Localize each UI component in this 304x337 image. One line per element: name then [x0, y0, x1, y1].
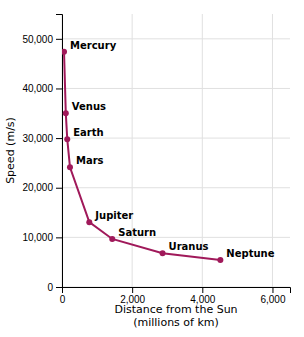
plot-area: 02,0004,0006,000010,00020,00030,00040,00…	[22, 14, 290, 305]
annotation: Saturn	[118, 227, 156, 238]
tick: 6,000	[260, 287, 285, 305]
tick-label: 50,000	[22, 34, 53, 45]
tick: 0	[47, 282, 62, 293]
annotation: Uranus	[169, 241, 209, 252]
annotation: Mars	[76, 155, 104, 166]
tick: 10,000	[22, 232, 62, 243]
point	[63, 110, 69, 116]
x-axis-title: Distance from the Sun(millions of km)	[114, 303, 237, 329]
point	[109, 236, 115, 242]
point	[86, 219, 92, 225]
tick-label: 30,000	[22, 133, 53, 144]
tick-label: 20,000	[22, 182, 53, 193]
tick-mark	[56, 237, 62, 238]
line	[64, 52, 220, 260]
annotation: Mercury	[70, 40, 117, 51]
tick-mark	[56, 287, 62, 288]
point	[217, 257, 223, 263]
tick-label: 0	[47, 282, 53, 293]
chart: 02,0004,0006,000010,00020,00030,00040,00…	[0, 0, 304, 337]
grid	[62, 14, 290, 287]
tick: 50,000	[22, 34, 62, 45]
tick-mark	[56, 138, 62, 139]
tick-mark	[132, 287, 133, 293]
point	[64, 136, 70, 142]
tick-label: 10,000	[22, 232, 53, 243]
tick: 30,000	[22, 133, 62, 144]
grid-line	[132, 14, 133, 287]
grid-line	[272, 14, 273, 287]
tick: 40,000	[22, 83, 62, 94]
axis-line	[63, 288, 291, 294]
y-axis: 0 10,000 20,000 30,000 40,000 50,000	[22, 15, 62, 293]
tick-mark	[272, 287, 273, 293]
point	[160, 250, 166, 256]
axis-line	[56, 15, 63, 288]
tick-label: 40,000	[22, 83, 53, 94]
point	[67, 164, 73, 170]
point	[62, 49, 67, 55]
tick-label: 0	[60, 294, 66, 305]
tick-mark	[56, 88, 62, 89]
x-axis-title-line: (millions of km)	[133, 316, 219, 329]
grid-line	[62, 88, 290, 89]
tick-mark	[56, 39, 62, 40]
tick-mark	[56, 188, 62, 189]
annotation: Jupiter	[94, 210, 133, 221]
annotation: Venus	[72, 101, 106, 112]
tick-label: 6,000	[260, 294, 285, 305]
annotations: Mercury Venus Earth Mars Jupiter Saturn Uranus…	[70, 40, 275, 259]
tick: 0	[60, 287, 66, 305]
grid-line	[62, 237, 290, 238]
marks	[62, 49, 223, 263]
grid-line	[62, 187, 290, 188]
annotation: Neptune	[226, 248, 274, 259]
annotation: Earth	[73, 127, 103, 138]
x-axis-title-line: Distance from the Sun	[114, 303, 237, 316]
y-axis-title: Speed (m/s)	[4, 117, 17, 184]
tick-mark	[202, 287, 203, 293]
tick: 20,000	[22, 182, 62, 193]
